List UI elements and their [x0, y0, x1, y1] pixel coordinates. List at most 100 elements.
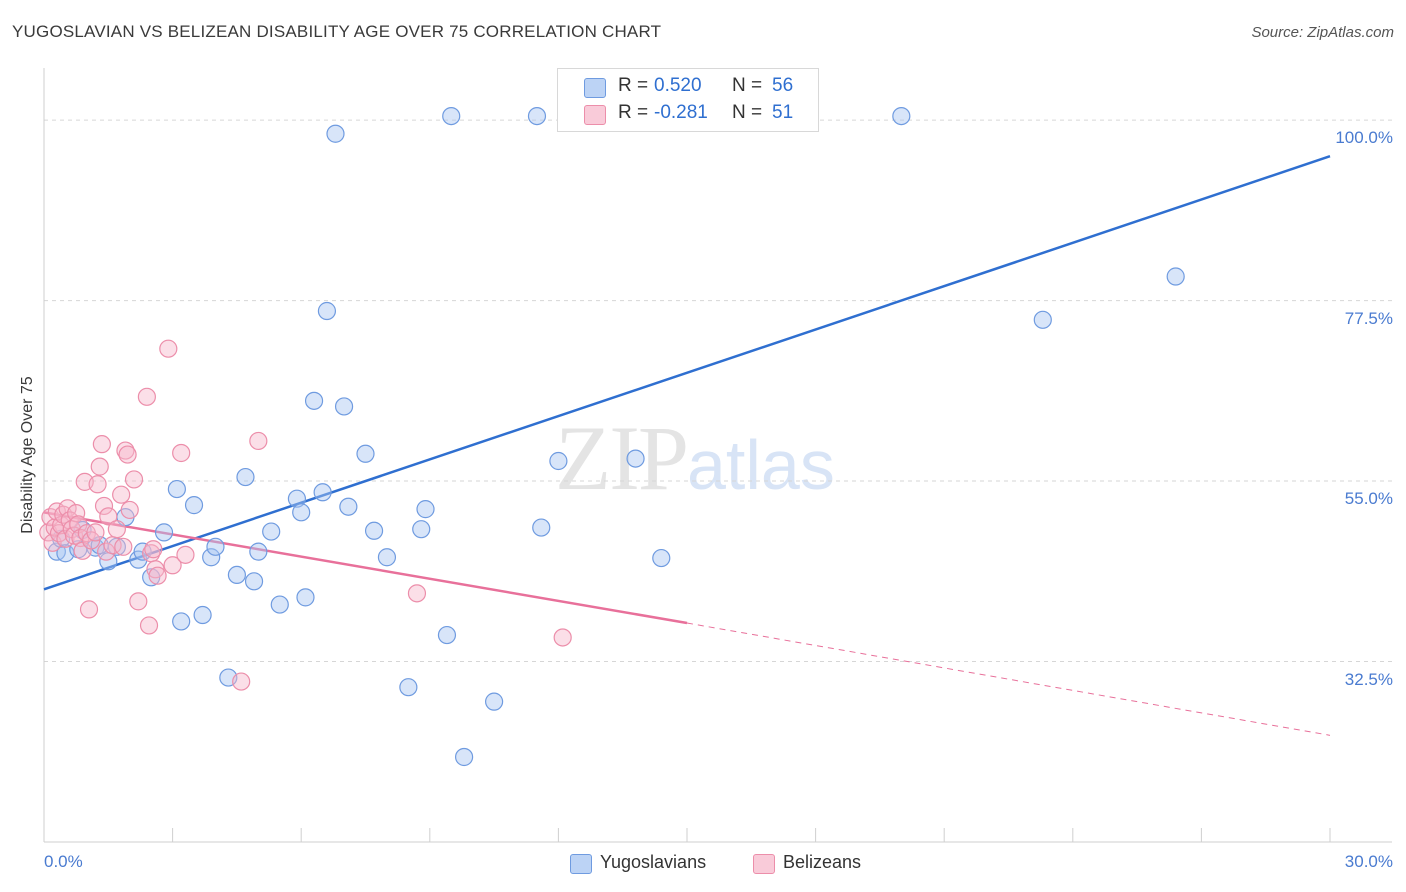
- y-tick-label: 32.5%: [1344, 669, 1393, 689]
- yugoslavians-point: [549, 451, 568, 471]
- belizeans-point: [118, 445, 137, 464]
- belizeans-trend-extension: [686, 622, 1331, 736]
- source-credit: Source: ZipAtlas.com: [1251, 24, 1394, 41]
- legend-swatch-blue: [570, 854, 592, 874]
- trend-lines: [43, 155, 1331, 736]
- yugoslavians-point: [326, 124, 345, 143]
- yugoslavians-point: [416, 500, 435, 519]
- x-tick-label-max: 30.0%: [1344, 852, 1393, 871]
- legend-n-value: 56: [772, 75, 794, 96]
- yugoslavians-point: [626, 449, 645, 468]
- legend-label-belizeans: Belizeans: [783, 852, 862, 872]
- yugoslavians-point: [437, 625, 457, 645]
- yugoslavians-point: [249, 542, 268, 561]
- belizeans-point: [99, 507, 118, 526]
- y-tick-label: 100.0%: [1335, 128, 1393, 148]
- belizeans-point: [407, 584, 427, 603]
- yugoslavians-point: [236, 467, 255, 487]
- belizeans-point: [172, 443, 191, 463]
- legend-swatch-pink: [753, 854, 775, 874]
- legend-row-belizeans: R = -0.281 N = 51: [558, 100, 818, 128]
- legend-item-yugoslavians[interactable]: Yugoslavians: [570, 852, 707, 874]
- legend-r-label: R =: [618, 75, 649, 96]
- legend-row-yugoslavians: R = 0.520 N = 56: [558, 73, 818, 101]
- yugoslavians-point: [442, 106, 461, 126]
- legend-swatch-blue: [584, 78, 606, 98]
- yugoslavians-point: [296, 588, 315, 607]
- yugoslavians-point: [339, 497, 358, 516]
- belizeans-trend-line: [43, 511, 688, 625]
- yugoslavians-point: [892, 106, 911, 126]
- yugoslavians-point: [172, 612, 191, 631]
- belizeans-point: [79, 600, 99, 619]
- belizeans-point: [114, 537, 133, 556]
- legend-r-value: -0.281: [654, 102, 708, 123]
- yugoslavians-point: [244, 572, 264, 591]
- yugoslavians-point: [184, 496, 204, 515]
- yugoslavians-point: [377, 548, 397, 567]
- yugoslavians-point: [262, 522, 281, 541]
- yugoslavians-point: [412, 520, 431, 539]
- yugoslavians-point: [167, 479, 186, 499]
- yugoslavians-point: [399, 678, 418, 697]
- belizeans-point: [112, 485, 131, 504]
- yugoslavians-point: [485, 692, 504, 711]
- y-tick-label: 77.5%: [1344, 308, 1393, 328]
- belizeans-point: [249, 431, 268, 451]
- belizeans-point: [144, 540, 163, 559]
- watermark: ZIPatlas: [555, 405, 835, 511]
- watermark-zip: ZIP: [555, 407, 689, 509]
- belizeans-point: [90, 457, 109, 476]
- belizeans-point: [94, 496, 114, 516]
- belizeans-point: [92, 435, 111, 454]
- yugoslavians-point: [287, 489, 307, 508]
- yugoslavians-point: [364, 521, 384, 540]
- belizeans-point: [148, 566, 167, 585]
- yugoslavians-point: [317, 301, 337, 321]
- data-points: [39, 106, 1185, 767]
- legend-swatch-pink: [584, 105, 606, 125]
- belizeans-point: [88, 475, 107, 494]
- yugoslavians-trend-line: [43, 155, 1331, 591]
- yugoslavians-point: [527, 106, 547, 126]
- yugoslavians-point: [304, 391, 324, 410]
- y-axis-label: Disability Age Over 75: [19, 376, 36, 534]
- legend-r-value: 0.520: [654, 75, 702, 96]
- belizeans-point: [159, 339, 178, 358]
- yugoslavians-point: [454, 747, 474, 767]
- axes: [43, 68, 1392, 843]
- y-tick-label: 55.0%: [1344, 489, 1393, 509]
- chart-title: YUGOSLAVIAN VS BELIZEAN DISABILITY AGE O…: [12, 22, 662, 41]
- yugoslavians-point: [532, 518, 551, 537]
- yugoslavians-point: [193, 605, 212, 625]
- belizeans-point: [120, 500, 139, 520]
- belizeans-point: [137, 387, 156, 406]
- belizeans-point: [553, 628, 572, 647]
- legend-label-yugoslavians: Yugoslavians: [600, 852, 707, 872]
- yugoslavians-point: [313, 483, 332, 502]
- yugoslavians-point: [154, 523, 174, 542]
- belizeans-point: [107, 520, 126, 539]
- belizeans-point: [67, 504, 86, 523]
- yugoslavians-point: [227, 565, 246, 584]
- belizeans-point: [86, 523, 105, 542]
- legend-n-label: N =: [732, 102, 763, 123]
- legend-item-belizeans[interactable]: Belizeans: [753, 852, 862, 874]
- correlation-legend: R = 0.520 N = 56 R = -0.281 N = 51: [557, 68, 819, 132]
- x-tick-label-min: 0.0%: [44, 852, 83, 871]
- yugoslavians-point: [202, 548, 221, 567]
- belizeans-point: [124, 470, 144, 489]
- belizeans-point: [129, 592, 148, 611]
- legend-r-label: R =: [618, 102, 649, 123]
- legend-n-label: N =: [732, 75, 763, 96]
- yugoslavians-point: [1033, 310, 1052, 329]
- belizeans-point: [232, 672, 251, 691]
- yugoslavians-point: [292, 503, 311, 522]
- belizeans-point: [163, 556, 182, 575]
- yugoslavians-point: [206, 537, 225, 556]
- legend-n-value: 51: [772, 102, 794, 123]
- yugoslavians-point: [652, 548, 671, 568]
- belizeans-point: [176, 545, 195, 564]
- belizeans-point: [139, 616, 159, 635]
